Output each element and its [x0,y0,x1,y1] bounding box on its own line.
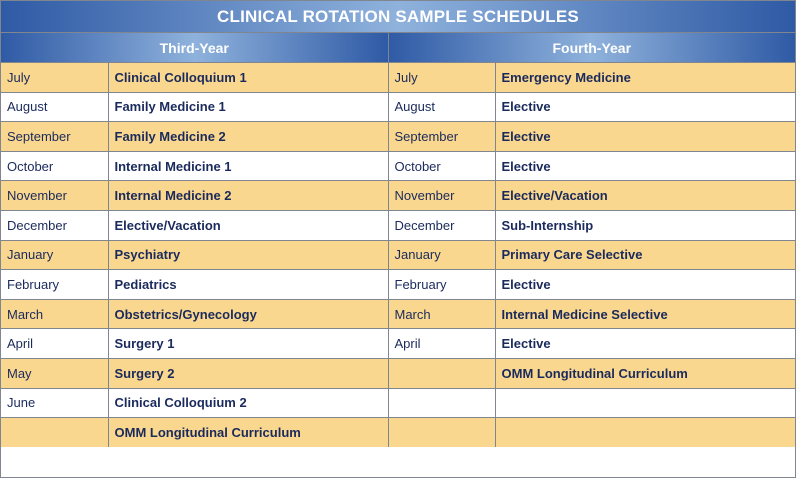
fourth-year-month-cell: November [387,180,496,211]
table-row: February Pediatrics February Elective [1,269,796,300]
table-row: March Obstetrics/Gynecology March Internal … [1,298,796,330]
table-row: October Internal Medicine 1 October Electiv… [1,150,796,182]
fourth-year-rotation-cell: Internal Medicine Selective [494,298,796,330]
fourth-year-rotation-cell: Elective [494,91,796,123]
table-row: OMM Longitudinal Curriculum [1,417,796,447]
third-year-month-cell: November [1,180,109,211]
table-row: November Internal Medicine 2 November Elect… [1,180,796,211]
fourth-year-month-cell: October [387,150,496,182]
third-year-rotation-cell: Psychiatry [107,239,389,271]
third-year-month-cell: August [1,91,109,123]
fourth-year-month-cell: July [387,62,496,93]
fourth-year-rotation-cell: Elective [494,150,796,182]
fourth-year-header: Fourth-Year [387,33,796,63]
third-year-rotation-cell: Surgery 1 [107,328,389,359]
fourth-year-rotation-cell: Primary Care Selective [494,239,796,271]
fourth-year-month-cell: January [387,239,496,271]
fourth-year-month-cell [387,357,496,389]
third-year-month-cell: January [1,239,109,271]
fourth-year-rotation-cell: Elective [494,121,796,152]
third-year-rotation-cell: Clinical Colloquium 1 [107,62,389,93]
third-year-month-cell: May [1,357,109,389]
third-year-rotation-cell: Family Medicine 1 [107,91,389,123]
column-header-row: Third-Year Fourth-Year [1,33,796,63]
table-row: April Surgery 1 April Elective [1,328,796,359]
fourth-year-month-cell: August [387,91,496,123]
fourth-year-rotation-cell: Elective [494,269,796,300]
third-year-rotation-cell: Elective/Vacation [107,209,389,241]
third-year-month-cell: June [1,387,109,419]
fourth-year-rotation-cell: Sub-Internship [494,209,796,241]
fourth-year-month-cell [387,387,496,419]
third-year-month-cell: July [1,62,109,93]
third-year-rotation-cell: Obstetrics/Gynecology [107,298,389,330]
fourth-year-month-cell: March [387,298,496,330]
fourth-year-month-cell [387,417,496,447]
third-year-month-cell: February [1,269,109,300]
schedule-body: July Clinical Colloquium 1 July Emergency M… [1,62,796,447]
third-year-month-cell: September [1,121,109,152]
third-year-rotation-cell: Surgery 2 [107,357,389,389]
third-year-month-cell: March [1,298,109,330]
third-year-header: Third-Year [1,33,389,63]
third-year-rotation-cell: Clinical Colloquium 2 [107,387,389,419]
table-row: December Elective/Vacation December Sub-Int… [1,209,796,241]
third-year-month-cell: April [1,328,109,359]
third-year-rotation-cell: Family Medicine 2 [107,121,389,152]
fourth-year-rotation-cell: Elective/Vacation [494,180,796,211]
table-row: August Family Medicine 1 August Elective [1,91,796,123]
third-year-month-cell [1,417,109,447]
fourth-year-month-cell: December [387,209,496,241]
table-row: July Clinical Colloquium 1 July Emergency M… [1,62,796,93]
third-year-rotation-cell: Pediatrics [107,269,389,300]
third-year-rotation-cell: Internal Medicine 2 [107,180,389,211]
table-row: January Psychiatry January Primary Care Sel… [1,239,796,271]
table-row: September Family Medicine 2 September Elect… [1,121,796,152]
fourth-year-month-cell: September [387,121,496,152]
third-year-rotation-cell: Internal Medicine 1 [107,150,389,182]
fourth-year-rotation-cell [494,417,796,447]
fourth-year-rotation-cell: Emergency Medicine [494,62,796,93]
rotation-schedule-table: Third-Year Fourth-Year July Clinical Coll… [1,33,796,447]
third-year-rotation-cell: OMM Longitudinal Curriculum [107,417,389,447]
table-row: June Clinical Colloquium 2 [1,387,796,419]
table-title: CLINICAL ROTATION SAMPLE SCHEDULES [1,1,795,33]
fourth-year-month-cell: April [387,328,496,359]
fourth-year-rotation-cell [494,387,796,419]
table-row: May Surgery 2 OMM Longitudinal Curriculum [1,357,796,389]
third-year-month-cell: December [1,209,109,241]
fourth-year-rotation-cell: Elective [494,328,796,359]
fourth-year-month-cell: February [387,269,496,300]
third-year-month-cell: October [1,150,109,182]
fourth-year-rotation-cell: OMM Longitudinal Curriculum [494,357,796,389]
